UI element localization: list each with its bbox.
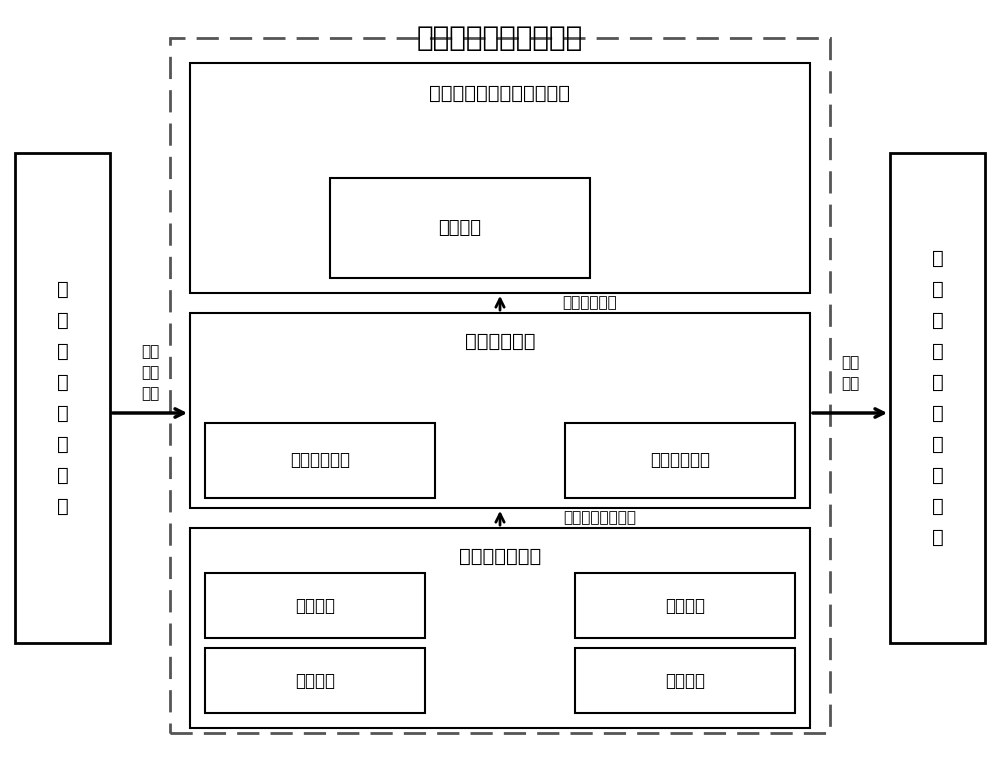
Bar	[330, 178, 590, 278]
Bar	[575, 573, 795, 638]
Text: 风
电
系
统
联
网
运
行: 风 电 系 统 联 网 运 行	[57, 280, 68, 516]
Bar	[190, 528, 810, 728]
Text: 额定容量: 额定容量	[295, 672, 335, 690]
Bar	[190, 313, 810, 508]
Bar	[170, 38, 830, 733]
Text: 确定优化目标: 确定优化目标	[290, 452, 350, 470]
Text: 确定约束条件: 确定约束条件	[650, 452, 710, 470]
Bar	[190, 63, 810, 293]
Text: 飞轮储能的状态: 飞轮储能的状态	[459, 547, 541, 565]
Bar	[575, 648, 795, 713]
Bar	[205, 648, 425, 713]
Bar	[565, 423, 795, 498]
Text: 初始转速: 初始转速	[665, 672, 705, 690]
Text: 确定优化模型: 确定优化模型	[465, 331, 535, 351]
Text: 改善电能质量: 改善电能质量	[563, 295, 617, 311]
Text: 储能装置状态输入: 储能装置状态输入	[564, 511, 637, 525]
Text: 额定功率: 额定功率	[295, 597, 335, 615]
Text: 调控
信息: 调控 信息	[841, 355, 859, 391]
Text: 飞
轮
储
能
系
统
联
网
运
行: 飞 轮 储 能 系 统 联 网 运 行	[932, 249, 943, 547]
Text: 电网稳定运行电能质量需求: 电网稳定运行电能质量需求	[430, 84, 570, 103]
Bar	[205, 423, 435, 498]
Text: 额定转速: 额定转速	[665, 597, 705, 615]
Text: 风电
功率
输入: 风电 功率 输入	[141, 345, 159, 402]
Text: 飞轮储能能量管理系统: 飞轮储能能量管理系统	[417, 24, 583, 52]
Bar	[15, 153, 110, 643]
Bar	[205, 573, 425, 638]
Text: 电压质量: 电压质量	[438, 219, 482, 237]
Bar	[890, 153, 985, 643]
